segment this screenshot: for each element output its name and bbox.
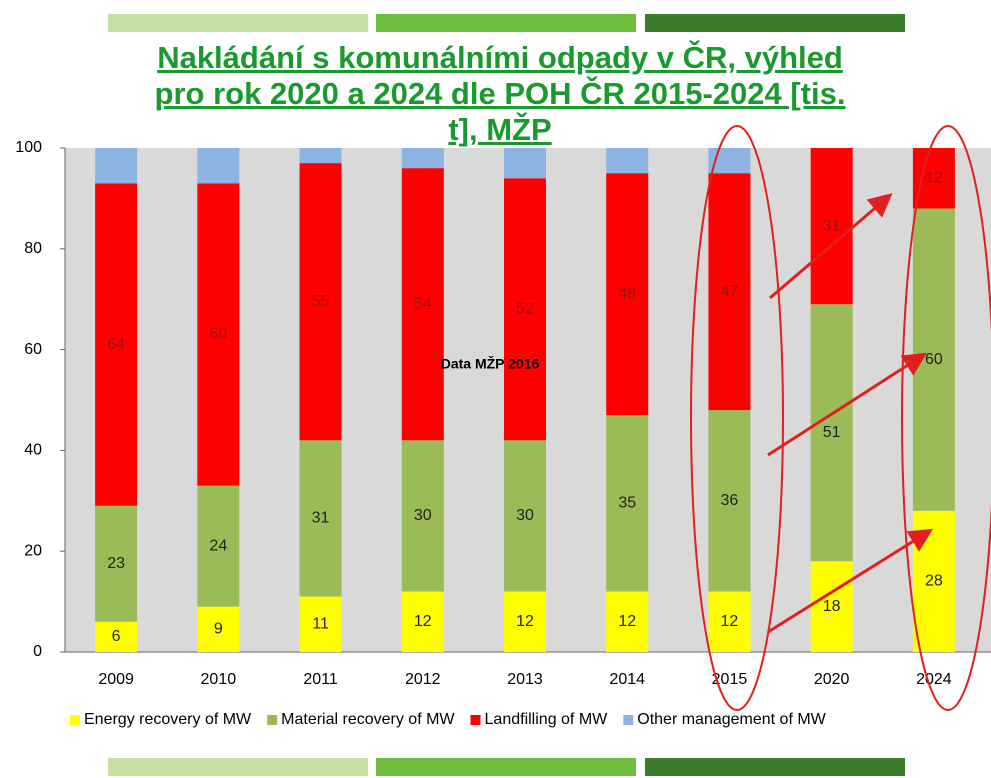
bar-segment <box>197 148 240 184</box>
bar-segment <box>504 148 546 179</box>
data-label: 64 <box>107 336 125 353</box>
data-label: 31 <box>312 510 330 527</box>
data-label: 12 <box>721 613 739 630</box>
data-label: 36 <box>721 492 739 509</box>
decor-bar <box>645 14 905 32</box>
data-label: 52 <box>516 300 534 317</box>
data-label: 9 <box>214 621 223 638</box>
x-tick-label: 2013 <box>507 671 543 688</box>
data-label: 11 <box>312 615 329 632</box>
bar-segment <box>95 183 138 506</box>
bar-segment <box>299 148 342 164</box>
bar-segment <box>197 485 240 607</box>
bar-segment <box>95 621 138 652</box>
data-label: 12 <box>618 613 636 630</box>
data-label: 47 <box>721 283 739 300</box>
data-label: 12 <box>925 169 943 186</box>
y-tick-label: 20 <box>24 542 42 559</box>
legend-label: Other management of MW <box>637 711 826 728</box>
data-label: 12 <box>414 613 432 630</box>
legend-label: Landfilling of MW <box>485 711 609 728</box>
arrow <box>769 193 893 300</box>
data-label: 30 <box>414 507 432 524</box>
decor-bar <box>645 758 905 776</box>
bar-segment <box>606 591 649 652</box>
data-label: 55 <box>312 293 330 310</box>
data-label: 54 <box>414 295 432 312</box>
bar-segment <box>810 304 853 562</box>
decor-bar <box>108 758 368 776</box>
bar-segment <box>95 148 138 184</box>
x-tick-label: 2012 <box>405 671 441 688</box>
y-tick-label: 40 <box>24 442 42 459</box>
bar-segment <box>606 148 649 174</box>
legend-label: Material recovery of MW <box>281 711 455 728</box>
bar-segment <box>606 173 649 416</box>
bar-segment <box>197 606 240 652</box>
bar-segment <box>810 148 853 305</box>
data-label: 51 <box>823 424 841 441</box>
x-tick-label: 2010 <box>201 671 237 688</box>
highlight-ellipse <box>901 125 991 711</box>
y-tick-label: 100 <box>15 139 42 156</box>
bar-segment <box>912 148 955 209</box>
legend-swatch <box>70 715 80 725</box>
bar-segment <box>299 440 342 597</box>
decor-bar <box>108 14 368 32</box>
legend-swatch <box>267 715 278 725</box>
data-label: 12 <box>516 613 534 630</box>
arrow <box>767 352 928 457</box>
data-label: 28 <box>925 573 943 590</box>
data-label: 60 <box>209 326 227 343</box>
bar-segment <box>401 440 444 592</box>
decor-bar <box>376 758 636 776</box>
arrow <box>767 528 934 634</box>
bar-segment <box>708 410 751 592</box>
data-label: 35 <box>618 495 636 512</box>
data-label: 60 <box>925 351 943 368</box>
data-label: 31 <box>823 217 841 234</box>
bar-segment <box>197 183 240 486</box>
data-label: 30 <box>516 507 534 524</box>
data-label: 6 <box>112 628 121 645</box>
bar-segment <box>299 163 342 441</box>
data-label: 24 <box>209 537 227 554</box>
bar-segment <box>504 440 546 592</box>
bar-segment <box>810 561 853 652</box>
data-label: 23 <box>107 555 125 572</box>
bar-segment <box>504 591 546 652</box>
x-tick-label: 2020 <box>814 671 850 688</box>
legend-swatch <box>470 715 481 725</box>
data-label: 48 <box>618 285 636 302</box>
legend-swatch <box>623 715 634 725</box>
y-tick-label: 0 <box>33 643 42 660</box>
bar-segment <box>401 148 444 169</box>
x-tick-label: 2014 <box>609 671 645 688</box>
x-tick-label: 2011 <box>303 671 338 688</box>
y-tick-label: 80 <box>24 240 42 257</box>
x-tick-label: 2015 <box>712 671 748 688</box>
bar-segment <box>708 591 751 652</box>
x-tick-label: 2009 <box>98 671 134 688</box>
highlight-ellipse <box>690 125 784 711</box>
decor-bar <box>376 14 636 32</box>
x-tick-label: 2024 <box>916 671 952 688</box>
bar-segment <box>606 415 649 592</box>
bar-segment <box>504 178 546 441</box>
bar-segment <box>401 168 444 441</box>
bar-segment <box>401 591 444 652</box>
bar-segment <box>708 173 751 411</box>
data-label: 18 <box>823 598 841 615</box>
annotation: Data MŽP 2016 <box>441 355 540 372</box>
legend-label: Energy recovery of MW <box>84 711 252 728</box>
bar-segment <box>299 596 342 652</box>
chart-title: Nakládání s komunálními odpady v ČR, výh… <box>154 40 846 147</box>
bar-segment <box>95 505 138 622</box>
y-tick-label: 60 <box>24 341 42 358</box>
